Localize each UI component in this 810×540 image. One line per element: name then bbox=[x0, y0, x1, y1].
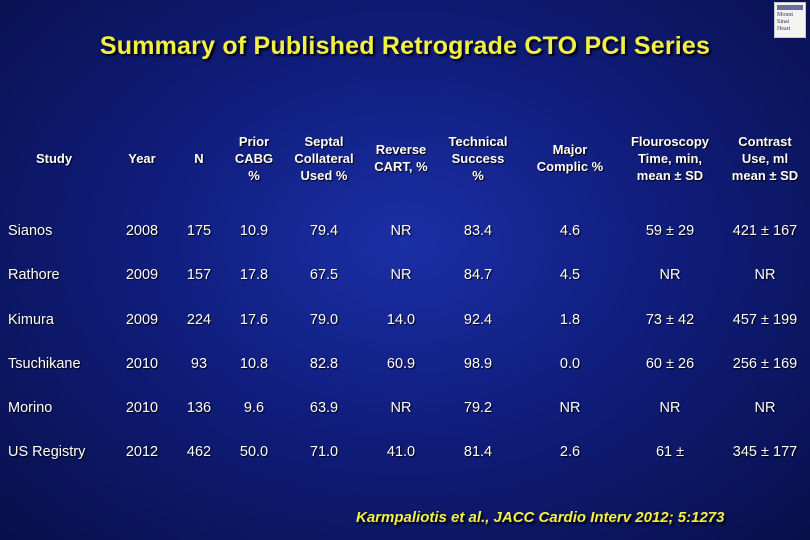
column-header: Technical Success % bbox=[448, 133, 508, 183]
table-cell: 175 bbox=[186, 223, 212, 239]
study-name-cell: Tsuchikane bbox=[8, 356, 81, 372]
table-cell: 60 ± 26 bbox=[645, 356, 695, 372]
table-cell: NR bbox=[559, 400, 581, 416]
table-cell: 2009 bbox=[125, 312, 159, 328]
study-name-cell: Kimura bbox=[8, 312, 54, 328]
table-cell: 256 ± 169 bbox=[732, 356, 798, 372]
table-cell: 421 ± 167 bbox=[732, 223, 798, 239]
table-cell: 1.8 bbox=[559, 312, 581, 328]
study-name-cell: Rathore bbox=[8, 267, 60, 283]
table-cell: 10.8 bbox=[239, 356, 269, 372]
institution-logo: Mount Sinai Heart bbox=[774, 2, 806, 38]
table-cell: 71.0 bbox=[309, 444, 339, 460]
column-header: Year bbox=[128, 150, 156, 166]
table-cell: 2008 bbox=[125, 223, 159, 239]
table-cell: 136 bbox=[186, 400, 212, 416]
table-cell: 79.2 bbox=[463, 400, 493, 416]
table-cell: 4.5 bbox=[559, 267, 581, 283]
table-cell: NR bbox=[390, 223, 412, 239]
column-header: Septal Collateral Used % bbox=[294, 133, 354, 183]
table-cell: 81.4 bbox=[463, 444, 493, 460]
table-cell: 0.0 bbox=[559, 356, 581, 372]
study-name-cell: Morino bbox=[8, 400, 53, 416]
table-cell: 17.6 bbox=[239, 312, 269, 328]
table-cell: NR bbox=[754, 267, 776, 283]
table-cell: 73 ± 42 bbox=[645, 312, 695, 328]
column-header: Flouroscopy Time, min, mean ± SD bbox=[630, 133, 709, 183]
column-header: Contrast Use, ml mean ± SD bbox=[731, 133, 799, 183]
table-cell: NR bbox=[754, 400, 776, 416]
citation: Karmpaliotis et al., JACC Cardio Interv … bbox=[356, 509, 725, 526]
logo-text: Mount Sinai Heart bbox=[777, 12, 794, 32]
table-cell: 61 ± bbox=[655, 444, 685, 460]
table-cell: NR bbox=[659, 400, 681, 416]
table-cell: 83.4 bbox=[463, 223, 493, 239]
table-cell: 93 bbox=[190, 356, 208, 372]
table-cell: 82.8 bbox=[309, 356, 339, 372]
table-cell: 345 ± 177 bbox=[732, 444, 798, 460]
table-cell: 4.6 bbox=[559, 223, 581, 239]
study-name-cell: Sianos bbox=[8, 223, 53, 239]
table-cell: 17.8 bbox=[239, 267, 269, 283]
table-cell: 79.4 bbox=[309, 223, 339, 239]
table-cell: 2009 bbox=[125, 267, 159, 283]
table-cell: 462 bbox=[186, 444, 212, 460]
table-cell: NR bbox=[659, 267, 681, 283]
table-cell: 2010 bbox=[125, 400, 159, 416]
table-cell: 2.6 bbox=[559, 444, 581, 460]
table-cell: 59 ± 29 bbox=[645, 223, 695, 239]
slide-title: Summary of Published Retrograde CTO PCI … bbox=[99, 32, 711, 60]
table-cell: 98.9 bbox=[463, 356, 493, 372]
table-cell: 157 bbox=[186, 267, 212, 283]
table-cell: 84.7 bbox=[463, 267, 493, 283]
table-cell: 457 ± 199 bbox=[732, 312, 798, 328]
table-cell: 2012 bbox=[125, 444, 159, 460]
table-cell: 41.0 bbox=[386, 444, 416, 460]
table-cell: 63.9 bbox=[309, 400, 339, 416]
table-cell: 79.0 bbox=[309, 312, 339, 328]
column-header: N bbox=[194, 150, 204, 166]
column-header: Major Complic % bbox=[536, 142, 604, 174]
table-cell: 2010 bbox=[125, 356, 159, 372]
table-cell: 60.9 bbox=[386, 356, 416, 372]
column-header: Study bbox=[35, 150, 73, 166]
logo-mark-icon bbox=[777, 5, 803, 10]
table-cell: 67.5 bbox=[309, 267, 339, 283]
column-header: Reverse CART, % bbox=[374, 142, 428, 174]
table-cell: NR bbox=[390, 400, 412, 416]
study-name-cell: US Registry bbox=[8, 444, 86, 460]
table-cell: 92.4 bbox=[463, 312, 493, 328]
table-cell: 50.0 bbox=[239, 444, 269, 460]
column-header: Prior CABG % bbox=[234, 133, 274, 183]
table-cell: NR bbox=[390, 267, 412, 283]
table-cell: 10.9 bbox=[239, 223, 269, 239]
table-cell: 9.6 bbox=[243, 400, 265, 416]
table-cell: 224 bbox=[186, 312, 212, 328]
table-cell: 14.0 bbox=[386, 312, 416, 328]
